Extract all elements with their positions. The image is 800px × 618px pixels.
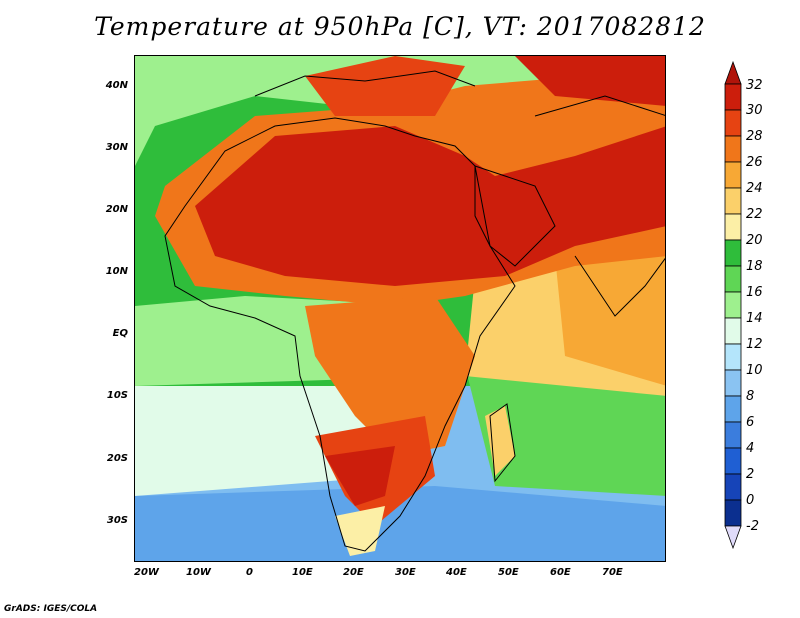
lon-tick-label: 40E (446, 567, 467, 578)
colorbar-segment (724, 83, 742, 111)
lat-tick-label: 20N (105, 204, 128, 215)
colorbar-label: 18 (746, 259, 763, 274)
temperature-map (135, 56, 665, 561)
lon-tick-label: 50E (498, 567, 519, 578)
colorbar-segment (724, 135, 742, 163)
colorbar-label: -2 (746, 519, 759, 534)
arabia-coastline (474, 165, 556, 267)
colorbar-segment (724, 161, 742, 189)
madagascar-region (485, 406, 515, 476)
colorbar-label: 2 (746, 467, 755, 482)
lon-tick-label: 70E (602, 567, 623, 578)
lon-tick-label: 20E (343, 567, 364, 578)
lat-tick-label: 10N (105, 266, 128, 277)
lat-tick-label: 10S (106, 390, 128, 401)
colorbar-segment (724, 499, 742, 527)
colorbar-label: 28 (746, 129, 763, 144)
colorbar-segment (724, 239, 742, 267)
colorbar-label: 0 (746, 493, 755, 508)
lat-tick-label: 40N (105, 80, 128, 91)
africa-coastline (164, 117, 516, 552)
colorbar-label: 6 (746, 415, 755, 430)
colorbar-label: 26 (746, 155, 763, 170)
footer-credit: GrADS: IGES/COLA (4, 604, 98, 614)
lon-tick-label: 10W (186, 567, 211, 578)
indian-ocean-warm-region (555, 246, 665, 386)
colorbar-label: 32 (746, 78, 763, 93)
south-indian-ocean-region (465, 366, 665, 496)
kalahari-hot-core (325, 446, 395, 506)
colorbar-segment (724, 447, 742, 475)
middle-east-hot-region (515, 56, 665, 106)
colorbar-segment (724, 317, 742, 345)
colorbar-segment (724, 343, 742, 371)
colorbar-label: 10 (746, 363, 763, 378)
central-africa-region (305, 296, 475, 456)
colorbar-segment (724, 421, 742, 449)
colorbar-segment (724, 395, 742, 423)
sahara-hot-core (195, 126, 665, 286)
colorbar-segment (724, 213, 742, 241)
colorbar-segment (724, 265, 742, 293)
colorbar-label: 12 (746, 337, 763, 352)
colorbar-label: 8 (746, 389, 755, 404)
lat-tick-label: 30S (106, 515, 128, 526)
lat-tick-label: 30N (105, 142, 128, 153)
map-title: Temperature at 950hPa [C], VT: 201708281… (94, 12, 706, 41)
colorbar-segment (724, 187, 742, 215)
lon-tick-label: 20W (134, 567, 159, 578)
lon-tick-label: 60E (550, 567, 571, 578)
colorbar-label: 16 (746, 285, 763, 300)
colorbar-top-arrow (724, 60, 742, 85)
colorbar (724, 60, 742, 550)
colorbar-segment (724, 109, 742, 137)
colorbar-segment (724, 369, 742, 397)
lon-tick-label: 10E (292, 567, 313, 578)
lat-tick-label: EQ (112, 328, 128, 339)
south-atlantic-cool-region (135, 386, 395, 496)
lon-tick-label: 30E (395, 567, 416, 578)
colorbar-segment (724, 473, 742, 501)
colorbar-label: 30 (746, 103, 763, 118)
colorbar-label: 14 (746, 311, 763, 326)
colorbar-bottom-arrow (724, 525, 742, 550)
map-panel (134, 55, 666, 562)
europe-hot-region (305, 56, 465, 116)
lon-tick-label: 0 (246, 567, 253, 578)
colorbar-segment (724, 291, 742, 319)
asia-coastline (534, 95, 665, 117)
colorbar-label: 20 (746, 233, 763, 248)
mediterranean-coastline (254, 70, 476, 97)
lat-tick-label: 20S (106, 453, 128, 464)
india-coastline (574, 255, 665, 317)
colorbar-label: 4 (746, 441, 755, 456)
southern-ocean-region (135, 486, 665, 561)
colorbar-label: 24 (746, 181, 763, 196)
madagascar-coastline (489, 403, 516, 483)
colorbar-label: 22 (746, 207, 763, 222)
